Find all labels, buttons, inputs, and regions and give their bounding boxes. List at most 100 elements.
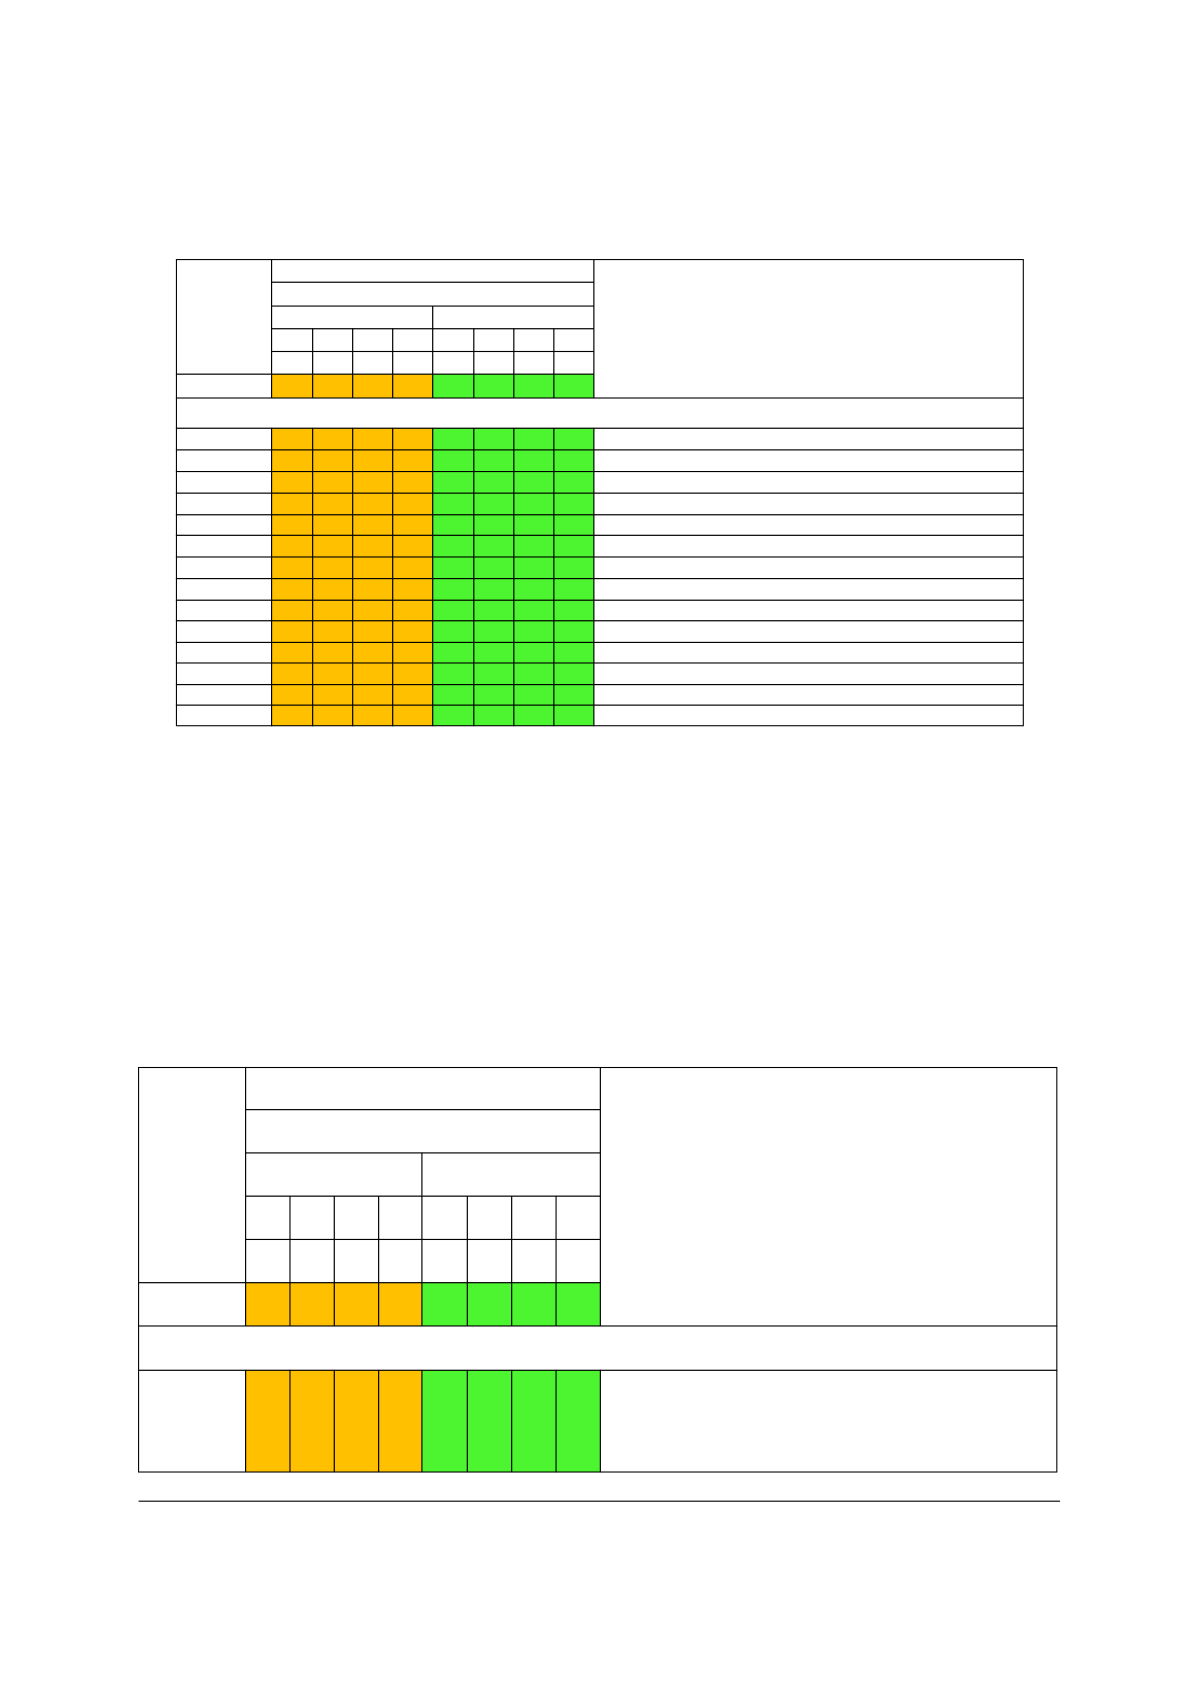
- table-2-header-cell: [333, 1238, 380, 1284]
- table-2-cell: [138, 1369, 247, 1473]
- table-2-color-cell: [289, 1282, 335, 1327]
- table-1-header-cell: [352, 328, 394, 353]
- table-2-header-cell: [245, 1109, 601, 1154]
- table-1-header-cell: [392, 350, 434, 375]
- table-2-color-cell: [466, 1369, 513, 1473]
- table-1-color-cell: [553, 534, 595, 558]
- table-1-color-cell: [271, 662, 314, 686]
- table-1-color-cell: [392, 641, 434, 664]
- table-1-color-cell: [392, 492, 434, 516]
- table-1-color-cell: [312, 449, 354, 473]
- table-1-color-cell: [271, 427, 314, 451]
- table-1-header-cell: [271, 328, 314, 353]
- table-2-header-cell: [289, 1195, 335, 1241]
- table-1-color-cell: [312, 599, 354, 622]
- table-1-color-cell: [392, 471, 434, 494]
- table-1-color-cell: [553, 599, 595, 622]
- table-1-color-cell: [473, 373, 515, 399]
- table-1-cell: [593, 599, 1024, 622]
- table-1-color-cell: [312, 534, 354, 558]
- table-1-color-cell: [473, 556, 515, 580]
- table-1-color-cell: [432, 514, 475, 536]
- table-1-color-cell: [432, 704, 475, 727]
- table-1-cell: [175, 514, 273, 536]
- table-1-color-cell: [513, 599, 555, 622]
- table-1-color-cell: [432, 492, 475, 516]
- table-1-color-cell: [271, 599, 314, 622]
- table-1-cell: [593, 684, 1024, 706]
- table-1-color-cell: [432, 534, 475, 558]
- table-2-header-cell: [511, 1238, 557, 1284]
- table-1-color-cell: [312, 471, 354, 494]
- table-1-color-cell: [312, 620, 354, 643]
- table-2-header-cell: [378, 1238, 423, 1284]
- table-1-color-cell: [553, 471, 595, 494]
- table-2-color-cell: [555, 1282, 601, 1327]
- table-1-cell: [175, 599, 273, 622]
- table-1-color-cell: [392, 599, 434, 622]
- table-1-color-cell: [473, 620, 515, 643]
- table-1-color-cell: [513, 662, 555, 686]
- table-1-cell: [593, 641, 1024, 664]
- table-2-header-cell: [245, 1066, 601, 1111]
- table-1-color-cell: [553, 514, 595, 536]
- table-1-cell: [175, 534, 273, 558]
- table-1-header-cell: [553, 328, 595, 353]
- table-1-color-cell: [553, 449, 595, 473]
- table-1-color-cell: [553, 373, 595, 399]
- table-1-header-cell: [432, 350, 475, 375]
- table-1-color-cell: [392, 684, 434, 706]
- table-1-color-cell: [312, 427, 354, 451]
- table-1-color-cell: [513, 373, 555, 399]
- table-1-cell: [175, 449, 273, 473]
- table-2-color-cell: [245, 1369, 291, 1473]
- table-1-color-cell: [312, 578, 354, 601]
- table-1-color-cell: [392, 662, 434, 686]
- table-1-header-cell: [432, 305, 595, 330]
- table-1-section-row: [175, 397, 1024, 429]
- table-1-color-cell: [473, 534, 515, 558]
- table-1-color-cell: [473, 662, 515, 686]
- table-1-cell: [175, 684, 273, 706]
- table-1-color-cell: [312, 492, 354, 516]
- table-2-header-cell: [466, 1195, 513, 1241]
- table-1-color-cell: [352, 684, 394, 706]
- table-1-color-cell: [513, 449, 555, 473]
- table-1-color-cell: [553, 704, 595, 727]
- table-1-color-cell: [312, 662, 354, 686]
- table-1-color-cell: [513, 641, 555, 664]
- table-2-header-cell: [421, 1238, 468, 1284]
- table-1-color-cell: [553, 662, 595, 686]
- table-1-color-cell: [513, 534, 555, 558]
- table-1-cell: [175, 620, 273, 643]
- table-1-color-cell: [473, 471, 515, 494]
- table-1-color-cell: [553, 427, 595, 451]
- table-1-color-cell: [352, 704, 394, 727]
- table-2-header-cell: [138, 1066, 247, 1284]
- table-1-cell: [593, 427, 1024, 451]
- table-1-color-cell: [271, 449, 314, 473]
- table-1-cell: [593, 471, 1024, 494]
- table-1-cell: [593, 578, 1024, 601]
- table-1-color-cell: [352, 534, 394, 558]
- table-2-cell: [599, 1369, 1058, 1473]
- table-1-label-cell: [175, 373, 273, 399]
- table-1-color-cell: [352, 662, 394, 686]
- table-2-color-cell: [511, 1282, 557, 1327]
- table-1-header-cell: [513, 350, 555, 375]
- table-1-header-cell: [473, 350, 515, 375]
- table-1-header-cell: [513, 328, 555, 353]
- table-1-cell: [175, 578, 273, 601]
- table-2-color-cell: [378, 1282, 423, 1327]
- table-1-color-cell: [473, 684, 515, 706]
- table-1-cell: [593, 449, 1024, 473]
- table-1-cell: [175, 471, 273, 494]
- table-1-header-cell: [392, 328, 434, 353]
- table-1-cell: [593, 492, 1024, 516]
- table-1-color-cell: [352, 641, 394, 664]
- table-2-section-row: [138, 1325, 1058, 1371]
- table-1-color-cell: [553, 684, 595, 706]
- table-1-header-cell: [271, 305, 434, 330]
- table-2-header-cell: [421, 1152, 601, 1197]
- table-2-color-cell: [466, 1282, 513, 1327]
